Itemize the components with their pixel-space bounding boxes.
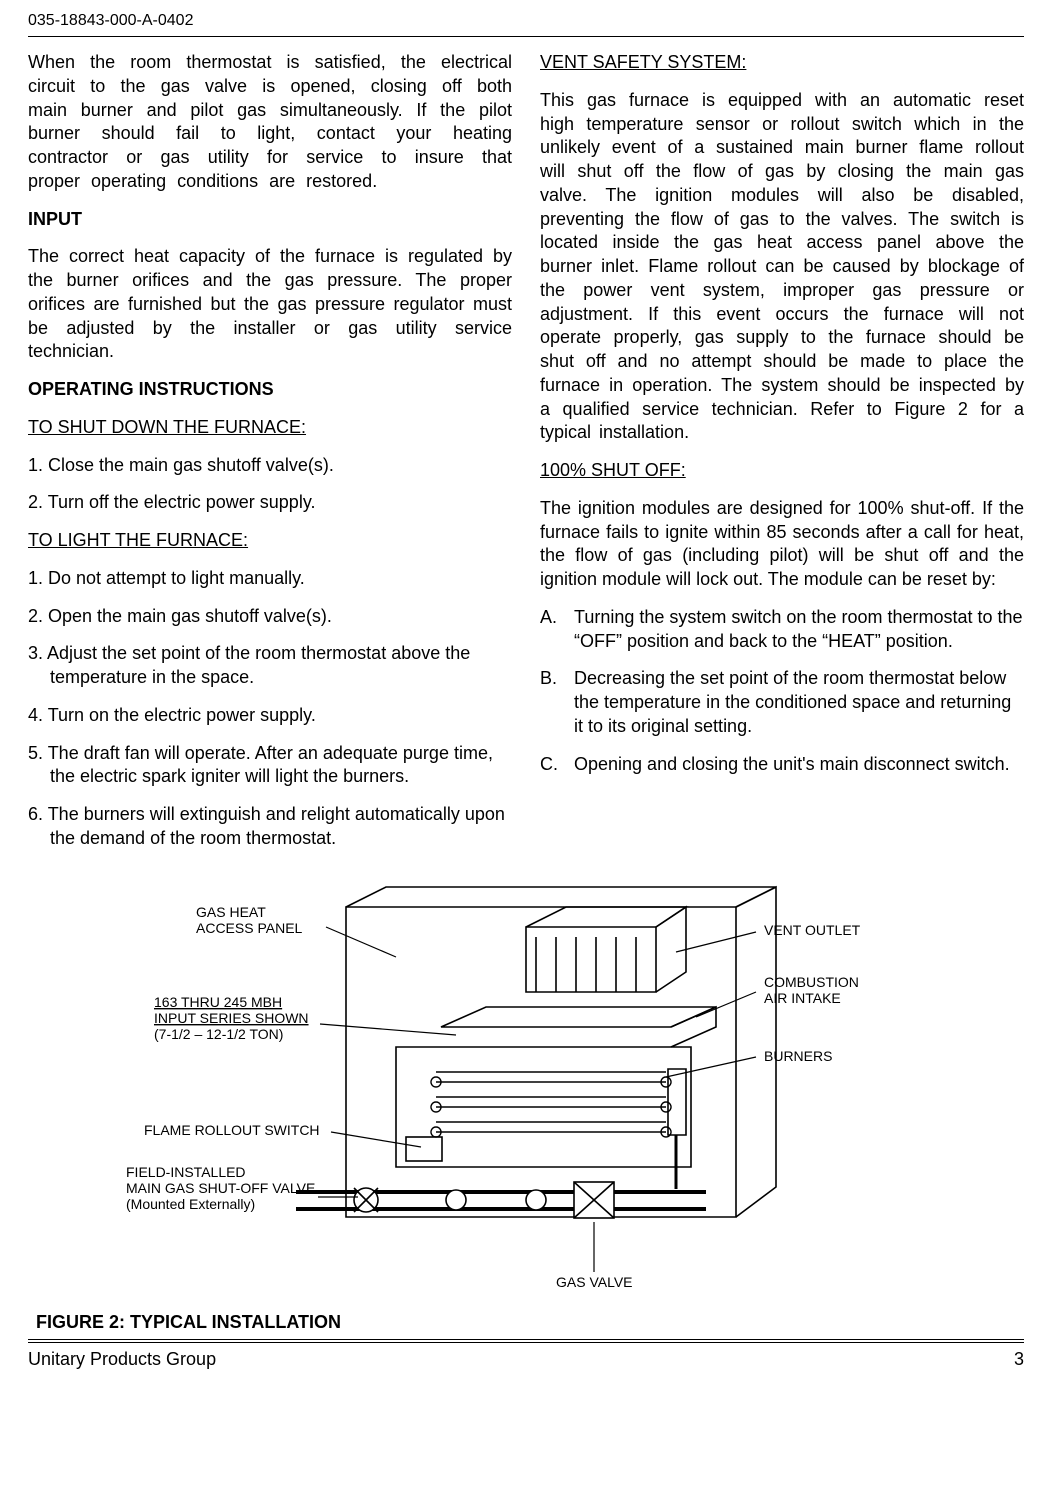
- light-step-1: 1. Do not attempt to light manually.: [28, 567, 512, 591]
- shutoff-heading: 100% SHUT OFF:: [540, 459, 1024, 483]
- label-series-3: (7-1/2 – 12-1/2 TON): [154, 1026, 283, 1042]
- page-number: 3: [1014, 1349, 1024, 1370]
- right-column: VENT SAFETY SYSTEM: This gas furnace is …: [540, 51, 1024, 865]
- light-step-6: 6. The burners will extinguish and relig…: [28, 803, 512, 851]
- vent-body: This gas furnace is equipped with an aut…: [540, 89, 1024, 445]
- intro-para: When the room thermostat is satisfied, t…: [28, 51, 512, 194]
- reset-list: A. Turning the system switch on the room…: [540, 606, 1024, 777]
- input-heading: INPUT: [28, 208, 512, 232]
- list-text: Opening and closing the unit's main disc…: [574, 753, 1010, 777]
- list-letter: C.: [540, 753, 574, 777]
- shutdown-step-1: 1. Close the main gas shutoff valve(s).: [28, 454, 512, 478]
- label-series-2: INPUT SERIES SHOWN: [154, 1010, 309, 1026]
- input-body: The correct heat capacity of the furnace…: [28, 245, 512, 364]
- operating-heading: OPERATING INSTRUCTIONS: [28, 378, 512, 402]
- footer-rule-1: [28, 1339, 1024, 1340]
- list-text: Turning the system switch on the room th…: [574, 606, 1024, 654]
- list-text: Decreasing the set point of the room the…: [574, 667, 1024, 738]
- list-item: A. Turning the system switch on the room…: [540, 606, 1024, 654]
- figure-caption: FIGURE 2: TYPICAL INSTALLATION: [36, 1312, 1024, 1333]
- light-step-2: 2. Open the main gas shutoff valve(s).: [28, 605, 512, 629]
- installation-diagram: GAS HEAT ACCESS PANEL 163 THRU 245 MBH I…: [96, 877, 956, 1297]
- label-vent-outlet: VENT OUTLET: [764, 922, 861, 938]
- label-combustion-2: AIR INTAKE: [764, 990, 841, 1006]
- label-field-2: MAIN GAS SHUT-OFF VALVE: [126, 1180, 315, 1196]
- label-gas-heat-2: ACCESS PANEL: [196, 920, 303, 936]
- list-item: C. Opening and closing the unit's main d…: [540, 753, 1024, 777]
- label-burners: BURNERS: [764, 1048, 832, 1064]
- list-letter: B.: [540, 667, 574, 738]
- label-gas-valve: GAS VALVE: [556, 1274, 633, 1290]
- light-step-3: 3. Adjust the set point of the room ther…: [28, 642, 512, 690]
- figure-2: GAS HEAT ACCESS PANEL 163 THRU 245 MBH I…: [28, 877, 1024, 1333]
- list-letter: A.: [540, 606, 574, 654]
- list-item: B. Decreasing the set point of the room …: [540, 667, 1024, 738]
- light-step-5: 5. The draft fan will operate. After an …: [28, 742, 512, 790]
- doc-id: 035-18843-000-A-0402: [28, 12, 1024, 30]
- light-step-4: 4. Turn on the electric power supply.: [28, 704, 512, 728]
- label-gas-heat-1: GAS HEAT: [196, 904, 266, 920]
- label-field-1: FIELD-INSTALLED: [126, 1164, 246, 1180]
- left-column: When the room thermostat is satisfied, t…: [28, 51, 512, 865]
- columns: When the room thermostat is satisfied, t…: [28, 51, 1024, 865]
- light-heading: TO LIGHT THE FURNACE:: [28, 529, 512, 553]
- label-field-3: (Mounted Externally): [126, 1196, 255, 1212]
- footer: Unitary Products Group 3: [28, 1343, 1024, 1370]
- label-series-1: 163 THRU 245 MBH: [154, 994, 282, 1010]
- label-combustion-1: COMBUSTION: [764, 974, 859, 990]
- top-rule: [28, 36, 1024, 37]
- shutdown-step-2: 2. Turn off the electric power supply.: [28, 491, 512, 515]
- shutoff-body: The ignition modules are designed for 10…: [540, 497, 1024, 592]
- vent-heading: VENT SAFETY SYSTEM:: [540, 51, 1024, 75]
- shutdown-heading: TO SHUT DOWN THE FURNACE:: [28, 416, 512, 440]
- footer-left: Unitary Products Group: [28, 1349, 216, 1370]
- label-flame-rollout: FLAME ROLLOUT SWITCH: [144, 1122, 320, 1138]
